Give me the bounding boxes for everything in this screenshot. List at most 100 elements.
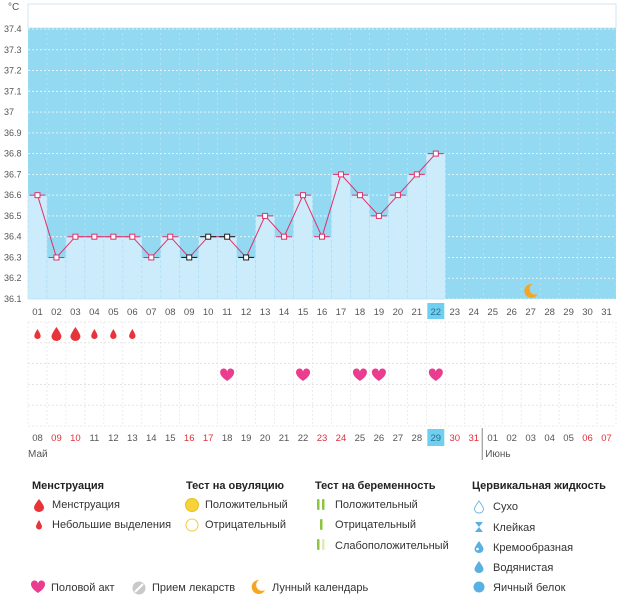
- calendar-date-label: 01: [487, 433, 498, 444]
- cycle-day-label: 16: [317, 307, 328, 318]
- cycle-day-label: 21: [412, 307, 423, 318]
- calendar-date-label: 05: [563, 433, 574, 444]
- temperature-point: [34, 192, 41, 199]
- temperature-point: [356, 192, 363, 199]
- temperature-bar: [84, 236, 105, 300]
- month-label: Июнь: [485, 449, 510, 460]
- cycle-day-label: 14: [279, 307, 290, 318]
- menstruation-drop: [51, 327, 62, 341]
- cycle-day-label: 10: [203, 307, 214, 318]
- calendar-date-label: 03: [525, 433, 536, 444]
- calendar-date-label: 16: [184, 433, 195, 444]
- y-tick-label: 36.8: [4, 149, 22, 159]
- calendar-date-label: 20: [260, 433, 271, 444]
- calendar-date-label: 06: [582, 433, 593, 444]
- temperature-point: [129, 233, 136, 240]
- cycle-day-label: 26: [506, 307, 517, 318]
- cycle-day-label: 22: [431, 307, 442, 318]
- temperature-bar: [331, 174, 351, 300]
- calendar-date-label: 19: [241, 433, 252, 444]
- cycle-day-label: 15: [298, 307, 309, 318]
- temperature-point: [167, 233, 174, 240]
- spotting-drop: [34, 329, 41, 339]
- temperature-line: [37, 153, 437, 259]
- calendar-date-label: 21: [279, 433, 290, 444]
- cycle-day-label: 24: [468, 307, 479, 318]
- cycle-day-label: 18: [355, 307, 366, 318]
- y-tick-label: 36.6: [4, 190, 22, 200]
- cycle-day-label: 28: [544, 307, 555, 318]
- calendar-date-label: 09: [51, 433, 62, 444]
- cycle-day-label: 29: [563, 307, 574, 318]
- temperature-bar: [27, 194, 48, 300]
- temperature-point: [337, 171, 344, 178]
- temperature-point: [224, 233, 231, 240]
- y-tick-label: 36.3: [4, 252, 22, 262]
- spotting-drop: [91, 329, 98, 339]
- cycle-day-label: 31: [601, 307, 612, 318]
- cycle-day-label: 20: [393, 307, 404, 318]
- y-tick-label: 36.7: [4, 169, 22, 179]
- y-unit-label: °C: [8, 2, 19, 13]
- temperature-bar: [217, 236, 237, 300]
- calendar-date-label: 26: [374, 433, 385, 444]
- temperature-bar: [141, 257, 162, 300]
- intercourse-heart: [295, 368, 311, 381]
- cycle-day-label: 09: [184, 307, 195, 318]
- calendar-date-label: 25: [355, 433, 366, 444]
- intercourse-heart: [428, 368, 443, 381]
- temperature-bar: [274, 236, 294, 300]
- temperature-point: [53, 254, 60, 261]
- temperature-point: [243, 254, 250, 261]
- y-tick-label: 37: [4, 107, 14, 117]
- temperature-bar: [160, 236, 181, 300]
- month-label: Май: [28, 449, 48, 460]
- cycle-day-label: 02: [51, 307, 62, 318]
- cycle-day-label: 01: [32, 307, 43, 318]
- temperature-point: [110, 233, 117, 240]
- temperature-point: [91, 233, 98, 240]
- cycle-day-label: 30: [582, 307, 593, 318]
- cycle-day-label: 08: [165, 307, 176, 318]
- temperature-bar: [236, 257, 256, 300]
- temperature-point: [262, 212, 269, 219]
- intercourse-heart: [220, 368, 235, 381]
- temperature-bar: [312, 236, 332, 300]
- temperature-point: [413, 171, 420, 178]
- current-date-highlight: [427, 429, 445, 446]
- cycle-day-label: 12: [241, 307, 252, 318]
- temperature-bar: [65, 236, 86, 300]
- moon-icon: [524, 283, 538, 298]
- y-tick-label: 37.4: [4, 24, 22, 34]
- temperature-point: [72, 233, 79, 240]
- cycle-day-label: 17: [336, 307, 347, 318]
- calendar-date-label: 07: [601, 433, 612, 444]
- calendar-date-label: 24: [336, 433, 347, 444]
- cycle-day-label: 05: [108, 307, 119, 318]
- calendar-date-label: 30: [449, 433, 460, 444]
- calendar-date-label: 02: [506, 433, 517, 444]
- temperature-bar: [46, 257, 67, 300]
- calendar-date-label: 31: [468, 433, 479, 444]
- calendar-date-label: 23: [317, 433, 328, 444]
- spotting-drop: [129, 329, 136, 339]
- calendar-date-label: 14: [146, 433, 157, 444]
- y-tick-label: 36.2: [4, 273, 22, 283]
- temperature-point: [148, 254, 155, 261]
- y-tick-label: 36.1: [4, 294, 22, 304]
- calendar-date-label: 29: [431, 433, 442, 444]
- y-tick-label: 37.3: [4, 45, 22, 55]
- temperature-bar: [198, 236, 218, 300]
- temperature-bar: [407, 174, 427, 300]
- temperature-bar: [388, 194, 408, 300]
- cycle-day-label: 03: [70, 307, 81, 318]
- y-tick-label: 36.5: [4, 211, 22, 221]
- chart-top-margin: [27, 3, 617, 29]
- temperature-bar: [255, 215, 275, 300]
- cycle-day-label: 04: [89, 307, 100, 318]
- temperature-bar: [103, 236, 124, 300]
- calendar-date-label: 15: [165, 433, 176, 444]
- cycle-day-label: 19: [374, 307, 385, 318]
- y-tick-label: 36.9: [4, 128, 22, 138]
